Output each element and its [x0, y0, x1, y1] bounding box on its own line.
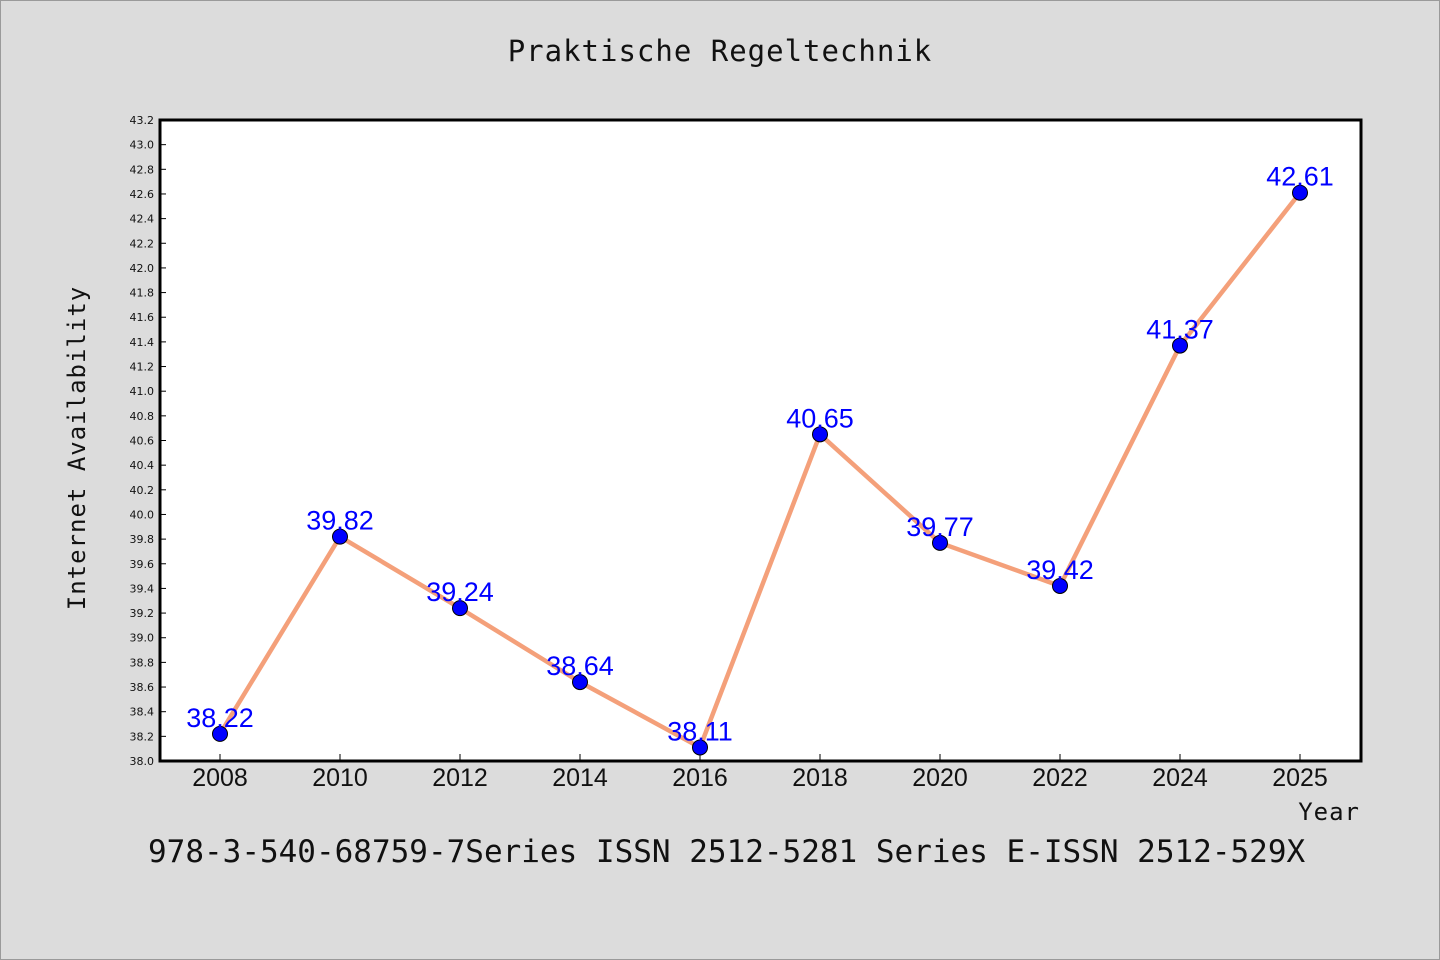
y-tick-label: 38.8 [130, 656, 155, 669]
y-tick-label: 38.6 [130, 681, 155, 694]
data-label: 41.37 [1146, 315, 1214, 345]
y-tick-label: 41.2 [130, 361, 155, 374]
data-point [1052, 577, 1068, 594]
y-tick-label: 38.0 [130, 755, 155, 768]
x-axis-label: Year [1298, 798, 1360, 826]
data-label: 39.82 [306, 506, 374, 536]
x-tick-label: 2025 [1272, 764, 1328, 792]
footnote-isbn: 978-3-540-68759-7Series ISSN 2512-5281 S… [148, 834, 1306, 870]
data-point [1292, 184, 1308, 201]
data-label: 42.61 [1266, 162, 1334, 192]
data-point [212, 725, 228, 742]
data-point [932, 534, 948, 551]
series-polyline [218, 191, 1302, 750]
y-tick-label: 42.0 [130, 262, 155, 275]
data-label: 39.42 [1026, 555, 1094, 585]
chart-title: Praktische Regeltechnik [507, 34, 933, 68]
y-axis: 38.0 38.2 38.4 38.6 38.8 39.0 39.2 39.4 39.6 39.8… [130, 114, 166, 768]
y-axis-label: Internet Availability [63, 286, 91, 610]
y-tick-label: 39.2 [130, 607, 155, 620]
data-point [1172, 337, 1188, 354]
y-tick-label: 42.2 [130, 237, 155, 250]
y-tick-label: 42.6 [130, 188, 155, 201]
y-tick-label: 40.2 [130, 484, 155, 497]
data-point [692, 739, 708, 756]
x-axis: 2008 2010 2012 2014 2016 2018 2020 2022 2024 2025 [192, 754, 1328, 792]
y-tick-label: 40.0 [130, 508, 155, 521]
y-tick-label: 43.2 [130, 114, 155, 127]
y-tick-label: 41.6 [130, 311, 155, 324]
data-point [812, 426, 828, 443]
data-point [332, 528, 348, 545]
data-point [452, 600, 468, 617]
y-tick-label: 41.0 [130, 385, 155, 398]
y-tick-label: 39.6 [130, 558, 155, 571]
y-tick-label: 39.8 [130, 533, 155, 546]
x-tick-label: 2016 [672, 764, 728, 792]
y-tick-label: 38.2 [130, 730, 155, 743]
y-tick-label: 39.0 [130, 632, 155, 645]
data-label: 38.64 [546, 651, 614, 681]
y-tick-label: 40.6 [130, 435, 155, 448]
y-tick-label: 43.0 [130, 139, 155, 152]
y-tick-label: 42.4 [130, 213, 155, 226]
data-point [572, 674, 588, 691]
y-tick-label: 42.8 [130, 163, 155, 176]
x-tick-label: 2024 [1152, 764, 1208, 792]
data-label: 38.22 [186, 703, 254, 733]
data-label: 38.11 [667, 716, 733, 746]
y-tick-label: 40.8 [130, 410, 155, 423]
x-tick-label: 2014 [552, 764, 608, 792]
x-tick-label: 2008 [192, 764, 248, 792]
y-tick-label: 38.4 [130, 706, 155, 719]
series-line [218, 191, 1302, 750]
series-points [212, 184, 1308, 756]
x-tick-label: 2020 [912, 764, 968, 792]
data-label: 39.24 [426, 577, 494, 607]
plot-area [158, 118, 1363, 763]
data-labels: 38.22 39.82 39.24 38.64 38.11 40.65 39.77 39.42… [186, 162, 1334, 747]
data-label: 39.77 [906, 512, 974, 542]
y-tick-label: 41.8 [130, 287, 155, 300]
x-tick-label: 2012 [432, 764, 488, 792]
x-tick-label: 2010 [312, 764, 368, 792]
y-tick-label: 40.4 [130, 459, 155, 472]
x-tick-label: 2022 [1032, 764, 1088, 792]
x-tick-label: 2018 [792, 764, 848, 792]
y-tick-label: 41.4 [130, 336, 155, 349]
data-label: 40.65 [786, 403, 854, 433]
y-tick-label: 39.4 [130, 582, 155, 595]
